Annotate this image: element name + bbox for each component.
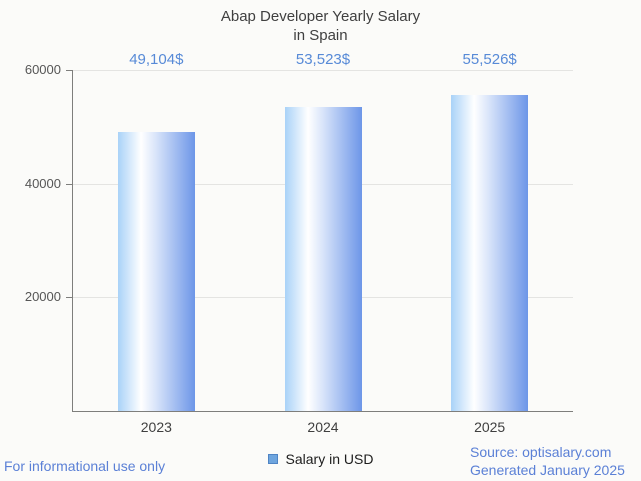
y-tick-label-40000: 40000 bbox=[24, 175, 61, 191]
y-axis-tick-60000 bbox=[66, 70, 72, 71]
y-axis-tick-20000 bbox=[66, 297, 72, 299]
legend-label: Salary in USD bbox=[285, 451, 374, 467]
bar-value-label-2025: 55,526$ bbox=[462, 51, 517, 68]
bar-2025 bbox=[451, 95, 529, 411]
chart-title-line-2: in Spain bbox=[293, 27, 348, 44]
legend: Salary in USD bbox=[0, 451, 641, 467]
bar-2023 bbox=[117, 131, 195, 411]
x-tick-label-2024: 2024 bbox=[307, 419, 339, 435]
y-axis-tick-40000 bbox=[66, 183, 72, 185]
disclaimer-text: For informational use only bbox=[4, 458, 166, 474]
y-tick-label-60000: 60000 bbox=[24, 62, 61, 77]
generated-text: Generated January 2025 bbox=[470, 462, 625, 478]
chart-title: Abap Developer Yearly Salary in Spain bbox=[0, 7, 641, 45]
source-block: Source: optisalary.com Generated January… bbox=[470, 443, 625, 479]
x-tick-label-2025: 2025 bbox=[474, 419, 506, 435]
legend-swatch-icon bbox=[267, 454, 278, 464]
y-tick-label-20000: 20000 bbox=[24, 289, 61, 305]
bar-value-label-2023: 49,104$ bbox=[129, 51, 184, 68]
chart-title-line-1: Abap Developer Yearly Salary bbox=[220, 8, 421, 25]
gridline-60000 bbox=[73, 70, 573, 71]
bar-2024 bbox=[284, 106, 362, 411]
plot-area: 20000 40000 60000 49,104$ 2023 53,523$ 2024 55,… bbox=[25, 51, 573, 435]
x-tick-label-2023: 2023 bbox=[140, 419, 172, 435]
source-text: Source: optisalary.com bbox=[470, 444, 612, 460]
bar-value-label-2024: 53,523$ bbox=[295, 51, 351, 68]
